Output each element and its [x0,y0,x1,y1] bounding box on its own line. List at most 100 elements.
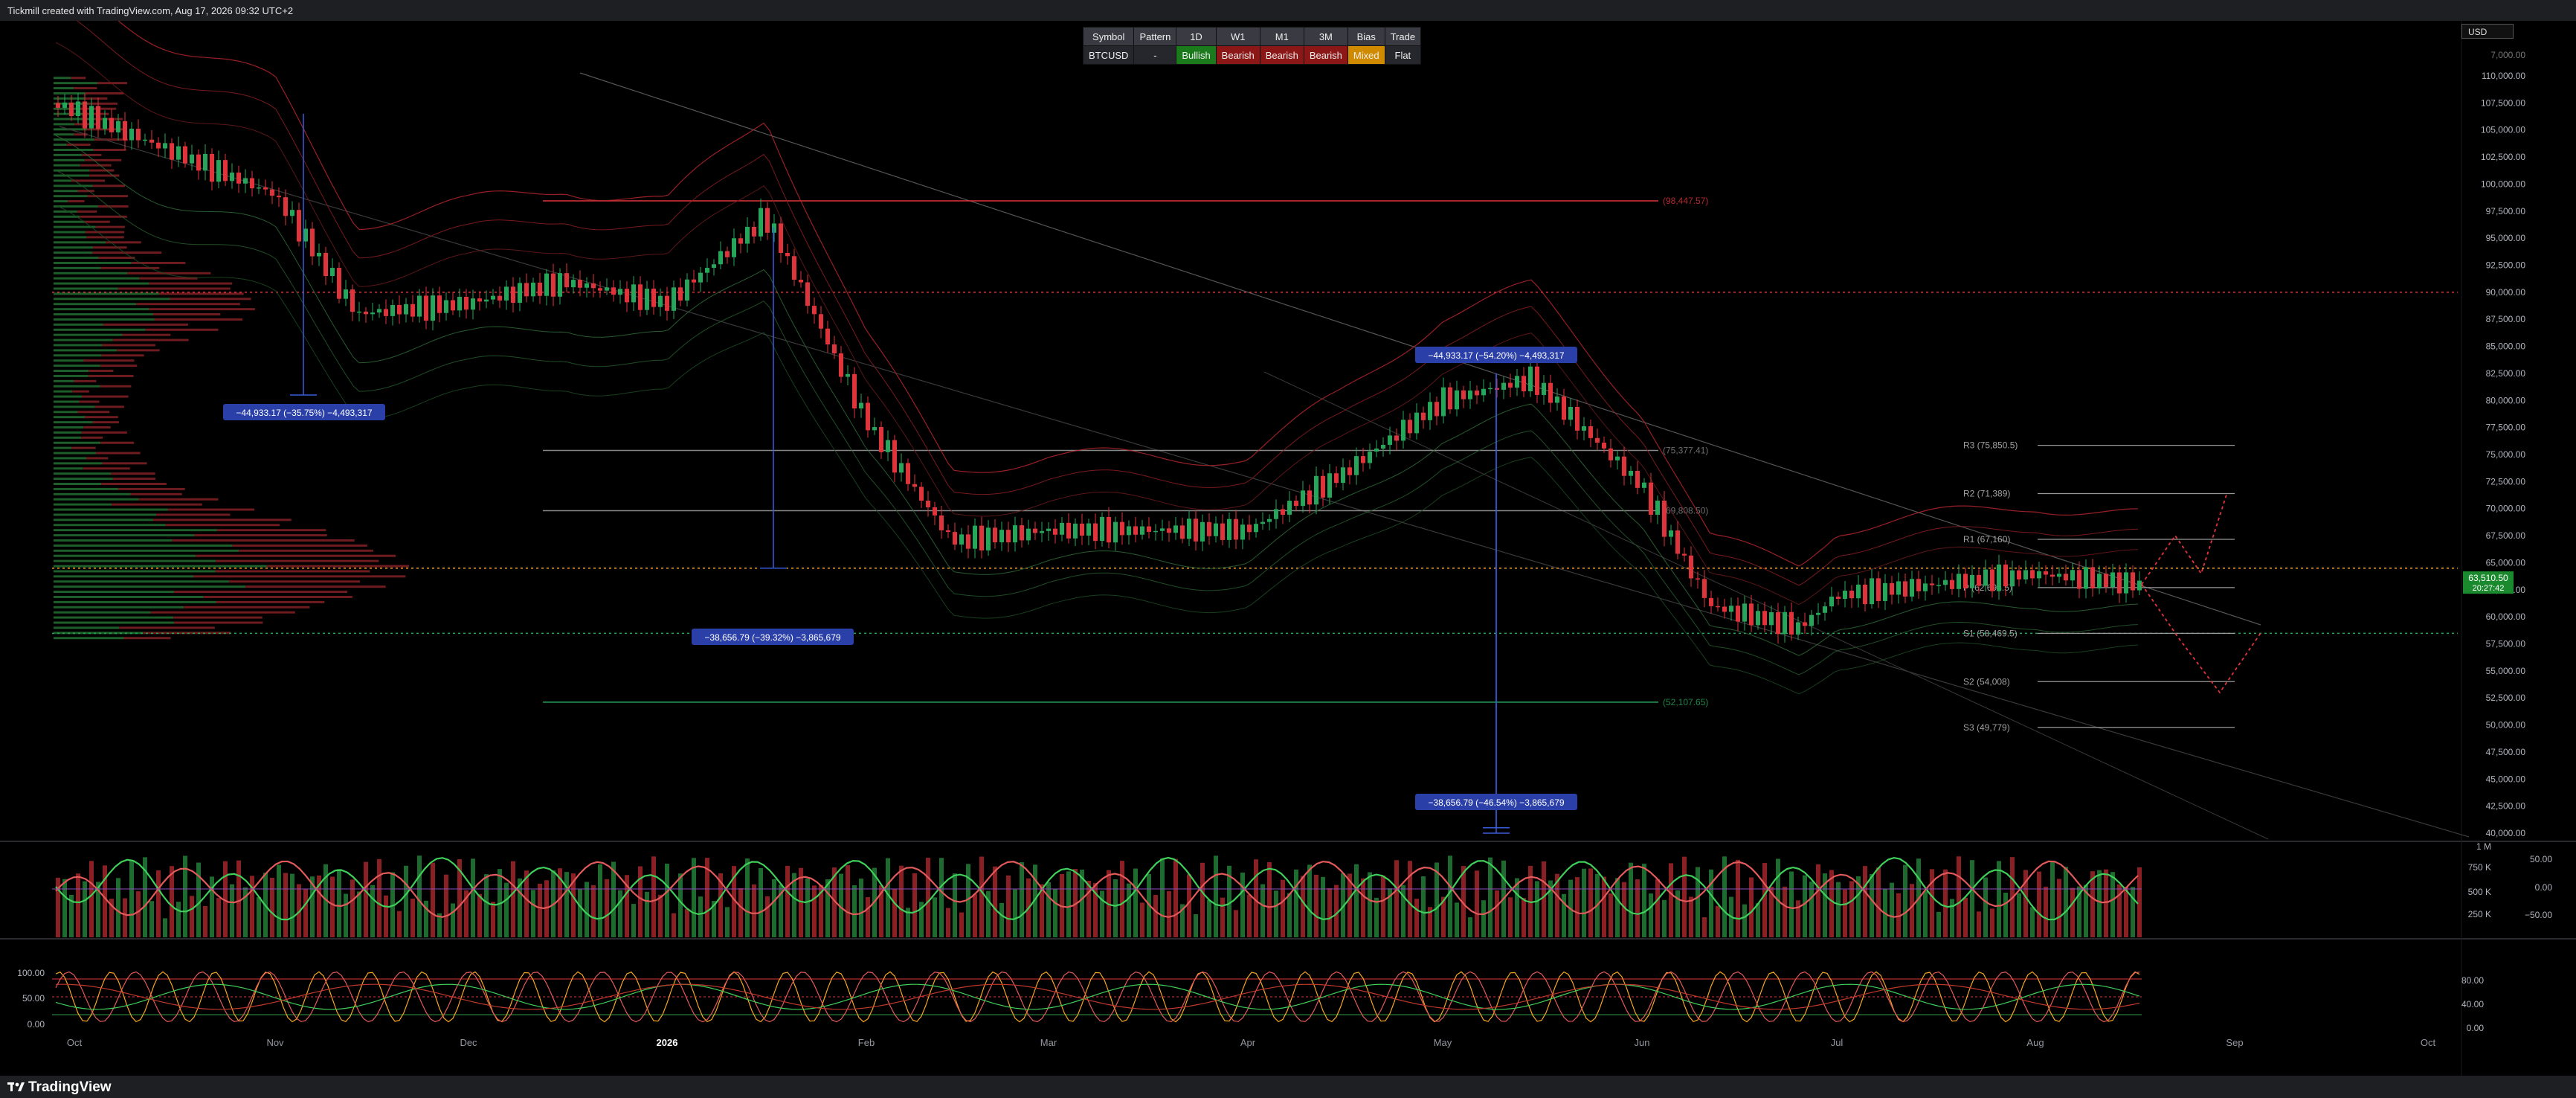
projection-path [2141,584,2261,694]
volume-profile-bar [54,261,132,264]
candle-body [76,101,80,117]
candle-body [2097,574,2102,588]
volume-profile-bar [54,298,170,301]
signal-header: Bias [1347,27,1385,46]
candle-body [2117,572,2122,594]
volume-bar [1716,905,1720,937]
volume-bar [250,876,254,937]
volume-bar [236,860,241,937]
candle-body [765,208,770,233]
volume-profile-bar [54,195,88,198]
candle-body [1501,382,1506,390]
volume-bar [1347,873,1352,937]
candle-body [2090,567,2095,588]
signal-pattern: - [1133,45,1177,65]
volume-bar [1970,860,1974,937]
volume-bar [1120,861,1124,937]
candle-body [1963,574,1968,588]
candle-body [805,282,810,306]
volume-profile-bar [77,411,110,414]
volume-bar [2070,887,2075,937]
candle-body [852,373,857,409]
volume-bar [879,885,883,937]
candle-body [1783,611,1787,635]
volume-profile-bar [74,379,97,382]
volume-profile-bar [54,467,83,470]
volume-bar [2084,884,2088,937]
candle-body [210,153,214,182]
volume-bar [1836,882,1841,937]
volume-profile-bar [54,164,80,167]
signal-3m: Bearish [1303,45,1348,65]
volume-osc-tick: 50.00 [2530,854,2552,864]
measure-label-box [223,404,385,420]
volume-bar [337,869,341,937]
signal-table: Symbol Pattern 1D W1 M1 3M Bias Trade BT… [1082,27,1422,65]
volume-profile-bar [54,257,99,260]
candle-body [1455,390,1459,410]
candle-body [1923,583,1928,591]
candle-body [1341,467,1345,484]
volume-bar [745,858,750,937]
volume-profile-bar [85,97,108,100]
candle-body [1247,524,1252,533]
candle-body [464,296,468,310]
candle-body [1896,581,1901,595]
volume-profile-bar [54,184,93,187]
candle-body [56,103,60,108]
volume-bar [290,873,294,937]
y-tick-label: 85,000.00 [2486,341,2526,352]
candle-body [1475,390,1479,396]
candle-body [323,252,328,276]
candle-body [170,143,174,160]
volume-bar [2037,871,2041,937]
volume-bar [1696,867,1700,937]
candle-body [1983,569,1988,586]
volume-profile-bar [54,370,89,373]
volume-bar [471,858,475,937]
volume-bar [1388,888,1392,937]
candle-body [1990,569,1994,591]
candle-body [1508,382,1513,388]
volume-profile-bar [54,595,204,598]
volume-bar [2003,892,2008,937]
volume-profile-bar [136,303,240,306]
volume-bar [1481,900,1486,937]
volume-profile-bar [100,441,135,444]
volume-profile-bar [54,359,84,362]
brand-text: TradingView [28,1079,112,1095]
volume-bar [1093,883,1098,937]
candle-body [223,160,228,182]
volume-bar [1234,910,1238,937]
volume-profile-bar [86,457,109,460]
volume-bar [1876,867,1881,937]
volume-bar [1903,864,1907,937]
candle-body [1227,518,1231,540]
volume-profile-bar [54,436,82,439]
volume-profile-bar [54,426,84,429]
y-tick-label: 82,500.00 [2486,368,2526,379]
candle-body [62,102,67,108]
volume-profile-bar [84,220,110,223]
candle-body [1635,470,1640,488]
price-chart[interactable]: Oct Nov Dec 2026 Feb Mar Apr May Jun Jul Aug Sep Oct… [0,21,2576,1076]
volume-bar [1180,904,1185,937]
candle-body [2037,571,2041,579]
volume-bar [451,903,455,937]
currency-select[interactable]: USD [2461,24,2514,39]
candle-body [1709,597,1713,606]
volume-bar [1321,876,1325,937]
volume-bar [1187,874,1191,937]
volume-bar [69,894,74,937]
volume-bar [1294,869,1298,937]
candle-body [1568,406,1573,420]
volume-bar [350,879,355,937]
volume-bar [953,873,957,937]
y-tick-label: 95,000.00 [2486,233,2526,243]
candle-body [290,210,294,216]
candle-body [906,463,910,484]
volume-bar [926,858,930,937]
candle-body [129,129,134,141]
volume-bar [1535,881,1539,937]
volume-bar [906,908,910,937]
